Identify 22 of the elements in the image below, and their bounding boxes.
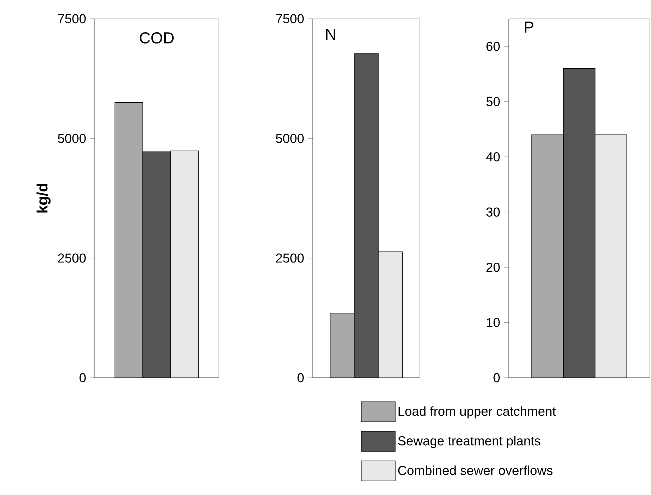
y-tick-label: 60	[486, 42, 500, 52]
y-tick-label: 30	[486, 208, 500, 217]
y-tick-label: 5000	[276, 134, 304, 144]
y-tick-label: 40	[486, 152, 500, 162]
y-tick-label: 2500	[58, 254, 86, 263]
chart-title: P	[525, 22, 534, 33]
y-tick-label: 50	[486, 97, 500, 106]
y-tick-label: 0	[298, 373, 304, 383]
chart-title: N	[326, 29, 336, 40]
y-tick-label: 0	[494, 373, 500, 383]
text: COD	[140, 32, 174, 44]
y-tick-label: 7500	[276, 14, 304, 24]
legend-label: Sewage treatment plants	[398, 436, 541, 448]
y-tick-label: 2500	[276, 254, 304, 263]
y-tick-label: 0	[80, 373, 86, 383]
y-tick-label: 20	[486, 262, 500, 272]
y-tick-label: 7500	[58, 14, 86, 24]
legend-label: Load from upper catchment	[398, 406, 556, 419]
y-tick-label: 5000	[58, 134, 86, 144]
legend-label: Combined sewer overflows	[398, 466, 553, 476]
y-tick-label: 10	[487, 318, 500, 328]
y-axis-title: kg/d	[36, 184, 51, 213]
